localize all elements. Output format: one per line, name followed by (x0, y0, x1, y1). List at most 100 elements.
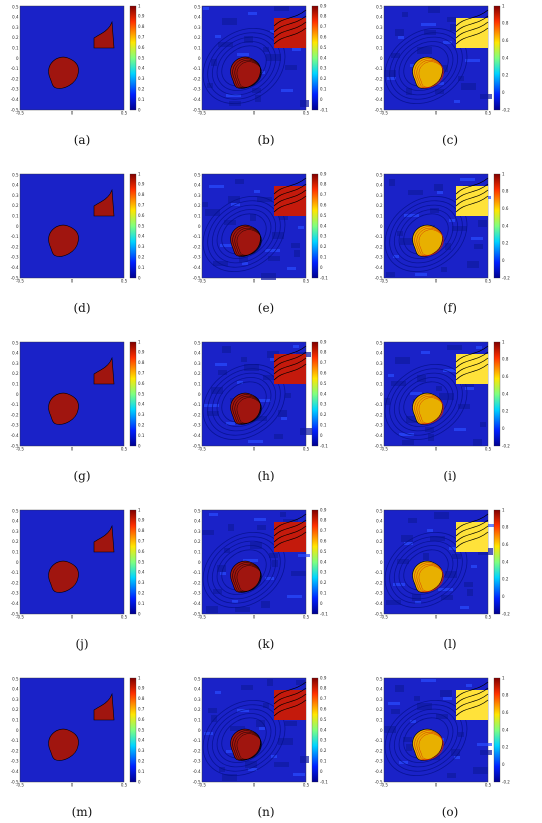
y-tick-label: -0.1 (375, 570, 383, 575)
y-tick-label: 0.1 (12, 214, 19, 219)
colorbar-tick-label: 0.3 (138, 580, 145, 585)
y-tick-label: -0.5 (11, 107, 19, 112)
y-tick-label: 0.4 (376, 519, 383, 524)
y-tick-label: -0.4 (11, 769, 19, 774)
y-tick-label: 0 (198, 56, 201, 61)
y-tick-label: -0.1 (375, 402, 383, 407)
y-tick-label: -0.3 (193, 759, 201, 764)
y-tick-label: -0.2 (193, 244, 201, 249)
x-tick-label: 0 (435, 447, 438, 452)
caption-k: (k) (257, 637, 275, 651)
x-tick-label: 0.5 (485, 783, 492, 788)
panel-d: 0.5 0.4 0.3 0.2 0.1 0 -0.1 -0.2 -0.3 -0.4 -0.5 -0.5… (6, 172, 156, 284)
y-tick-label: 0.5 (12, 676, 19, 681)
x-tick-label: 0.5 (121, 447, 128, 452)
x-tick-label: 0.5 (121, 615, 128, 620)
y-tick-label: -0.3 (375, 423, 383, 428)
colorbar-tick-label: 0.1 (320, 759, 327, 764)
x-tick-label: -0.5 (16, 783, 24, 788)
caption-h: (h) (257, 469, 275, 483)
inset-object (93, 524, 115, 553)
panel-b: 0.5 0.4 0.3 0.2 0.1 0 -0.1 -0.2 -0.3 -0.4 -0.5 -0.5… (188, 4, 338, 116)
colorbar-tick-label: 0.8 (502, 525, 509, 530)
y-tick-label: 0.4 (376, 15, 383, 20)
plot-area (19, 509, 125, 615)
y-tick-label: -0.1 (193, 66, 201, 71)
colorbar-tick-label: 0 (502, 426, 505, 431)
y-tick-label: 0.1 (194, 550, 201, 555)
colorbar-tick-label: 0.2 (320, 580, 327, 585)
y-tick-label: 0.1 (376, 214, 383, 219)
colorbar-tick-label: 0.6 (320, 203, 327, 208)
colorbar-tick-label: 0.5 (138, 391, 145, 396)
colorbar-tick-label: 0.8 (138, 192, 145, 197)
y-tick-label: 0.5 (376, 340, 383, 345)
y-tick-label: 0 (16, 728, 19, 733)
colorbar-tick-label: 0.8 (502, 693, 509, 698)
colorbar (311, 509, 319, 615)
colorbar-tick-label: 0.6 (502, 542, 509, 547)
plot: 0.5 0.4 0.3 0.2 0.1 0 -0.1 -0.2 -0.3 -0.4 -0.5-0.5… (193, 340, 329, 452)
y-tick-label: 0.2 (12, 707, 19, 712)
inset-object (455, 681, 489, 720)
colorbar-tick-label: 0.4 (138, 738, 145, 743)
y-tick-label: 0 (198, 392, 201, 397)
y-tick-label: 0.2 (194, 203, 201, 208)
colorbar-tick-label: 0.6 (502, 710, 509, 715)
y-tick-label: 0.2 (376, 35, 383, 40)
colorbar (311, 341, 319, 447)
colorbar-tick-label: 0.6 (138, 549, 145, 554)
y-tick-label: 0 (198, 224, 201, 229)
colorbar-tick-label: 0.8 (320, 182, 327, 187)
y-tick-label: 0.3 (12, 529, 19, 534)
colorbar-tick-label: 0.6 (502, 374, 509, 379)
colorbar (493, 509, 501, 615)
colorbar-tick-label: 0.9 (320, 508, 327, 512)
colorbar-tick-label: 0 (502, 90, 505, 95)
x-tick-label: 0 (71, 783, 74, 788)
y-tick-label: -0.1 (11, 570, 19, 575)
y-tick-label: -0.2 (11, 412, 19, 417)
colorbar-tick-label: 0.6 (320, 371, 327, 376)
y-tick-label: 0.4 (194, 15, 201, 20)
colorbar-tick-label: 1 (502, 676, 505, 680)
inset-object (273, 513, 307, 552)
plot: 0.5 0.4 0.3 0.2 0.1 0 -0.1 -0.2 -0.3 -0.4 -0.5-0.5… (375, 676, 511, 788)
y-tick-label: -0.2 (11, 244, 19, 249)
colorbar-tick-label: 0.3 (138, 244, 145, 249)
y-tick-label: 0.1 (376, 550, 383, 555)
x-tick-label: 0.5 (303, 615, 310, 620)
x-tick-label: -0.5 (16, 615, 24, 620)
colorbar (493, 5, 501, 111)
y-tick-label: 0.2 (194, 539, 201, 544)
colorbar-tick-label: 0.7 (320, 24, 327, 29)
x-tick-label: -0.5 (380, 615, 388, 620)
colorbar-tick-label: 0.9 (320, 172, 327, 176)
colorbar-tick-label: 0.6 (138, 717, 145, 722)
y-tick-label: -0.5 (193, 107, 201, 112)
colorbar (129, 341, 137, 447)
y-tick-label: 0.3 (12, 697, 19, 702)
x-tick-label: -0.5 (198, 783, 206, 788)
colorbar-tick-label: -0.1 (320, 275, 328, 280)
y-tick-label: -0.2 (193, 412, 201, 417)
colorbar-tick-label: 0.1 (138, 433, 145, 438)
colorbar (493, 341, 501, 447)
colorbar-tick-label: 0.1 (320, 255, 327, 260)
colorbar-tick-label: 0.3 (138, 76, 145, 81)
plot-area (19, 341, 125, 447)
colorbar-tick-label: 1 (502, 340, 505, 344)
x-tick-label: 0 (71, 447, 74, 452)
colorbar-tick-label: 0.7 (320, 360, 327, 365)
colorbar-tick-label: 0.6 (502, 206, 509, 211)
colorbar-tick-label: 0.5 (320, 381, 327, 386)
plot-area (383, 677, 492, 783)
y-tick-label: -0.5 (193, 611, 201, 616)
colorbar-tick-label: 0.2 (320, 244, 327, 249)
y-tick-label: 0.5 (12, 508, 19, 513)
caption-l: (l) (443, 637, 457, 651)
x-tick-label: 0 (435, 783, 438, 788)
y-tick-label: 0.4 (194, 183, 201, 188)
x-tick-label: 0 (253, 111, 256, 116)
y-tick-label: 0.3 (12, 193, 19, 198)
